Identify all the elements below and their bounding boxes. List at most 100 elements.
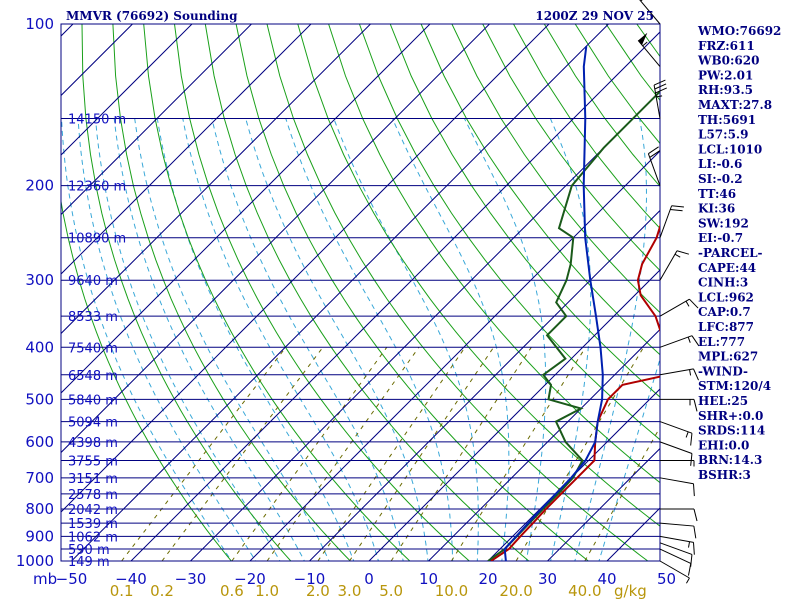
dry-adiabat-line <box>482 24 660 272</box>
temperature-tick-label: −30 <box>175 570 207 588</box>
temperature-tick-label: 10 <box>419 570 438 588</box>
height-label: 590 m <box>68 543 110 558</box>
index-value: FRZ:611 <box>698 39 755 53</box>
dry-adiabat-line <box>61 198 232 561</box>
mixing-ratio-tick-label: 0.6 <box>220 582 244 600</box>
parcel-trace <box>503 46 604 561</box>
dry-adiabat-line <box>143 24 411 561</box>
isotherm-line <box>61 24 550 513</box>
mixing-ratio-tick-label: 0.2 <box>150 582 174 600</box>
index-value: WMO:76692 <box>697 24 781 38</box>
pressure-tick-label: 1000 <box>16 552 54 570</box>
dry-adiabat-line <box>174 24 471 561</box>
dry-adiabat-line <box>112 24 351 561</box>
temperature-tick-label: 40 <box>597 570 616 588</box>
height-label: 1062 m <box>68 530 118 545</box>
mixing-ratio-line <box>451 347 586 561</box>
mixing-ratio-axis: 0.1 0.2 0.6 1.0 2.0 3.0 5.0 10.0 20.0 40.0 <box>110 582 602 600</box>
pressure-unit-label: mb <box>33 570 57 588</box>
index-value: SW:192 <box>698 216 749 230</box>
dry-adiabat-line <box>204 24 530 561</box>
height-label: 5094 m <box>68 416 118 431</box>
index-value: MPL:627 <box>698 350 758 364</box>
index-value: WB0:620 <box>697 54 759 68</box>
dewpoint-trace <box>487 90 660 561</box>
height-label: 5840 m <box>68 393 118 408</box>
height-label: 14150 m <box>68 113 126 128</box>
isotherm-line <box>61 24 252 216</box>
temperature-tick-label: 30 <box>538 570 557 588</box>
height-label: 3755 m <box>68 455 118 470</box>
height-label: 9640 m <box>68 274 118 289</box>
pressure-tick-label: 300 <box>25 271 54 289</box>
height-label: 12360 m <box>68 180 126 195</box>
index-value: TH:5691 <box>698 113 756 127</box>
index-value: KI:36 <box>698 202 735 216</box>
mixing-ratio-line <box>266 347 420 561</box>
mixing-ratio-lines <box>121 347 660 561</box>
mixing-ratio-line <box>349 347 495 561</box>
mixing-ratio-tick-label: 10.0 <box>435 582 468 600</box>
isotherm-line <box>249 150 660 561</box>
index-value: CINH:3 <box>698 276 748 290</box>
wind-barb <box>659 298 699 317</box>
mixing-ratio-tick-label: 5.0 <box>379 582 403 600</box>
temperature-axis: −50 −40 −30 −20 −10 0 10 20 30 40 50 <box>56 570 676 588</box>
dry-adiabat-line <box>297 24 660 527</box>
height-labels: 14150 m 12360 m 10890 m 9640 m 8533 m 7540 m 6… <box>68 113 126 570</box>
wind-barb <box>659 335 700 348</box>
dry-adiabat-line <box>328 24 660 484</box>
mixing-ratio-line <box>515 347 644 561</box>
mixing-ratio-tick-label: 1.0 <box>255 582 279 600</box>
wind-barb <box>639 0 661 25</box>
height-label: 8533 m <box>68 310 118 325</box>
wind-barb <box>659 542 693 567</box>
chart-title: MMVR (76692) Sounding <box>66 9 238 23</box>
dry-adiabat-line <box>81 24 292 561</box>
wind-barb <box>659 477 695 497</box>
wind-barb <box>637 32 661 67</box>
wind-barb <box>660 508 698 522</box>
dry-adiabats <box>61 24 660 561</box>
wind-barb <box>659 522 697 539</box>
isotherm-line <box>71 24 609 561</box>
isotherm-line <box>61 24 193 156</box>
dry-adiabat-line <box>358 24 660 441</box>
height-label: 10890 m <box>68 232 126 247</box>
index-value: SHR+:0.0 <box>698 409 763 423</box>
index-value: PW:2.01 <box>698 68 753 82</box>
height-label: 149 m <box>68 555 110 570</box>
isotherm-line <box>61 24 371 335</box>
index-value: EHI:0.0 <box>698 438 749 452</box>
wind-barb <box>647 146 661 186</box>
isotherm-line <box>428 328 660 561</box>
pressure-tick-label: 600 <box>25 433 54 451</box>
wind-barb <box>659 205 684 238</box>
temperature-tick-label: 0 <box>364 570 374 588</box>
temperature-tick-label: −20 <box>234 570 266 588</box>
wind-barb <box>659 250 690 281</box>
index-value: LCL:1010 <box>698 142 762 156</box>
index-value: -PARCEL- <box>698 246 763 260</box>
index-value: HEL:25 <box>698 394 748 408</box>
index-value: EI:-0.7 <box>698 231 743 245</box>
pressure-tick-label: 700 <box>25 469 54 487</box>
wind-barb <box>659 535 695 555</box>
dry-adiabat-line <box>235 24 590 561</box>
index-value: MAXT:27.8 <box>698 98 772 112</box>
index-value: RH:93.5 <box>698 83 753 97</box>
pressure-tick-label: 800 <box>25 500 54 518</box>
index-value: CAPE:44 <box>698 261 756 275</box>
wind-barb <box>659 368 699 381</box>
mixing-ratio-tick-label: 3.0 <box>338 582 362 600</box>
mixing-ratio-line <box>317 347 466 561</box>
index-value: TT:46 <box>698 187 736 201</box>
index-value: BRN:14.3 <box>698 453 762 467</box>
wind-barb <box>659 421 693 446</box>
temperature-trace <box>490 223 660 561</box>
isotherm-line <box>61 24 490 454</box>
isotherm-line <box>130 31 660 561</box>
mixing-ratio-tick-label: 2.0 <box>306 582 330 600</box>
pressure-tick-label: 900 <box>25 527 54 545</box>
